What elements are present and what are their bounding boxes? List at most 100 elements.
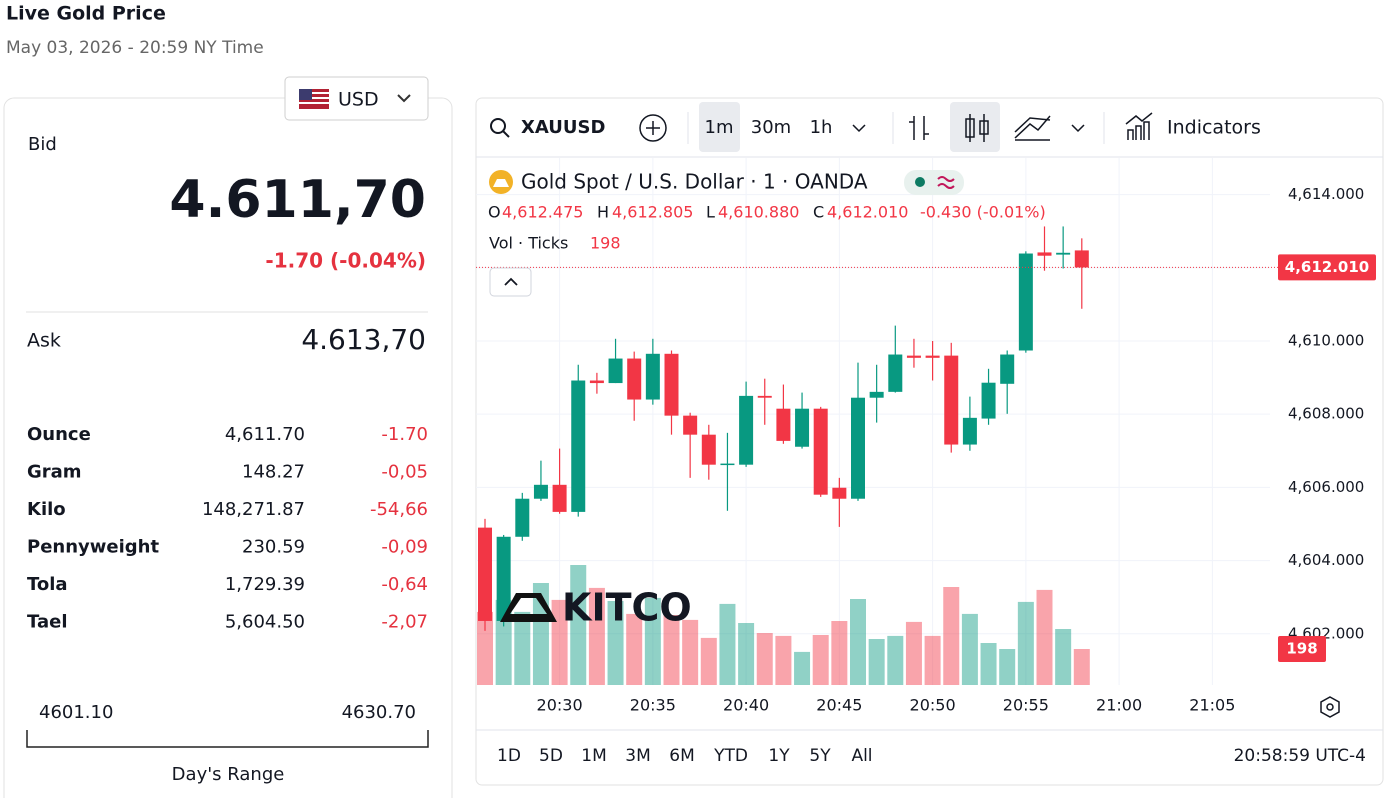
unit-name: Gram bbox=[27, 462, 82, 483]
range-button[interactable]: 6M bbox=[669, 746, 694, 766]
chevron[interactable] bbox=[852, 124, 866, 133]
legend-open: 4,612.475 bbox=[502, 203, 583, 222]
range-high: 4630.70 bbox=[342, 702, 416, 723]
collapse-button[interactable] bbox=[489, 267, 532, 297]
unit-price: 148,271.87 bbox=[202, 499, 305, 520]
candle-body bbox=[1018, 253, 1033, 351]
candle-body bbox=[1056, 252, 1071, 255]
volume-bar bbox=[1055, 629, 1072, 685]
volume-bar bbox=[700, 637, 717, 685]
area-style-icon[interactable] bbox=[1014, 115, 1051, 141]
volume-bar bbox=[850, 599, 866, 685]
indicators-label: Indicators bbox=[1167, 117, 1261, 139]
candle-body bbox=[757, 395, 772, 398]
range-button[interactable]: 1M bbox=[581, 746, 606, 766]
candle-body bbox=[589, 380, 604, 384]
flag-canton bbox=[299, 89, 312, 100]
search-icon bbox=[502, 130, 510, 138]
candle-style-active[interactable] bbox=[950, 102, 1000, 152]
volume-bar bbox=[514, 611, 531, 685]
watermark-logo bbox=[500, 593, 557, 622]
candle-body bbox=[1037, 252, 1052, 256]
unit-price: 230.59 bbox=[242, 537, 305, 558]
plus-icon bbox=[646, 121, 660, 135]
interval-button[interactable]: 30m bbox=[751, 117, 791, 138]
candle-body bbox=[925, 355, 940, 358]
range-buttons: 1D 5D 1M 3M 6M YTD 1Y 5Y All bbox=[497, 746, 872, 766]
symbol-logo bbox=[493, 179, 509, 187]
indicators-icon bbox=[1125, 112, 1153, 140]
candle-body bbox=[720, 463, 735, 466]
volume-bar bbox=[831, 621, 848, 685]
unit-change: -0,64 bbox=[381, 574, 428, 595]
interval-button[interactable]: 1h bbox=[810, 117, 833, 138]
intervals: 1m 30m 1h bbox=[705, 117, 833, 138]
unit-table: Ounce 4,611.70 -1.70 Gram 148.27 -0,05 Kilo 148… bbox=[27, 424, 428, 633]
bar-style-icon[interactable] bbox=[909, 116, 929, 140]
range-button[interactable]: YTD bbox=[713, 746, 748, 766]
unit-name: Ounce bbox=[27, 424, 91, 445]
range-bar bbox=[26, 730, 429, 748]
legend-high: 4,612.805 bbox=[612, 203, 693, 222]
candle-body bbox=[962, 417, 977, 445]
range-button[interactable]: 1D bbox=[497, 746, 521, 766]
volume-bar bbox=[980, 643, 997, 685]
y-tick-label: 4,606.000 bbox=[1288, 478, 1364, 496]
unit-change: -1.70 bbox=[381, 424, 428, 445]
legend-close: 4,612.010 bbox=[827, 203, 908, 222]
candle-body bbox=[869, 391, 884, 398]
volume-bar bbox=[868, 639, 885, 685]
range-button[interactable]: 3M bbox=[625, 746, 650, 766]
x-tick-label: 20:35 bbox=[630, 696, 676, 715]
currency-select[interactable]: USD bbox=[284, 76, 429, 121]
volume-bar bbox=[999, 649, 1016, 685]
y-tick-label: 4,614.000 bbox=[1288, 185, 1364, 203]
quote-panel bbox=[3, 97, 453, 798]
ask-label: Ask bbox=[27, 330, 61, 352]
interval-active bbox=[699, 102, 740, 152]
chevron[interactable] bbox=[1071, 124, 1085, 133]
volume-bar bbox=[961, 613, 978, 685]
compare-button[interactable] bbox=[639, 114, 667, 142]
range-button[interactable]: 5Y bbox=[809, 746, 831, 766]
legend-low: 4,610.880 bbox=[718, 203, 799, 222]
flag-stripe bbox=[299, 97, 329, 99]
candle-body bbox=[795, 408, 810, 447]
volume-bar bbox=[943, 587, 960, 685]
candle-body bbox=[1074, 250, 1089, 268]
chevron bbox=[397, 94, 411, 103]
settings-icon[interactable] bbox=[1320, 696, 1340, 718]
volume-bar bbox=[626, 613, 643, 685]
volume-bar bbox=[794, 651, 811, 685]
unit-change: -0,09 bbox=[381, 537, 428, 558]
volume-bar bbox=[775, 635, 792, 685]
candle-body bbox=[888, 354, 903, 392]
bid-value: 4.611,70 bbox=[169, 170, 426, 230]
range-button[interactable]: 1Y bbox=[768, 746, 790, 766]
currency-label: USD bbox=[338, 89, 379, 111]
unit-price: 148.27 bbox=[242, 462, 305, 483]
range-button[interactable]: All bbox=[851, 746, 872, 766]
symbol-search[interactable]: XAUUSD bbox=[490, 117, 605, 138]
unit-change: -54,66 bbox=[370, 499, 428, 520]
y-tick-label: 4,608.000 bbox=[1288, 405, 1364, 423]
unit-name: Kilo bbox=[27, 499, 66, 520]
candle-body bbox=[739, 395, 754, 465]
unit-name: Tael bbox=[27, 612, 67, 633]
volume-bar bbox=[756, 633, 773, 685]
candle-body bbox=[496, 536, 511, 621]
x-tick-label: 20:30 bbox=[537, 696, 583, 715]
candle-body bbox=[608, 358, 623, 384]
candle-body bbox=[552, 484, 567, 512]
status-dot bbox=[915, 177, 925, 187]
currency-button[interactable] bbox=[284, 76, 429, 121]
indicators-button[interactable]: Indicators bbox=[1125, 112, 1261, 140]
interval-button[interactable]: 1m bbox=[705, 117, 734, 138]
volume-bar bbox=[1073, 649, 1090, 685]
y-tick-label: 4,604.000 bbox=[1288, 551, 1364, 569]
range-button[interactable]: 5D bbox=[539, 746, 563, 766]
unit-price: 1,729.39 bbox=[225, 574, 305, 595]
candle-body bbox=[1000, 354, 1015, 384]
unit-name: Pennyweight bbox=[27, 537, 159, 558]
candle-body bbox=[478, 527, 492, 621]
